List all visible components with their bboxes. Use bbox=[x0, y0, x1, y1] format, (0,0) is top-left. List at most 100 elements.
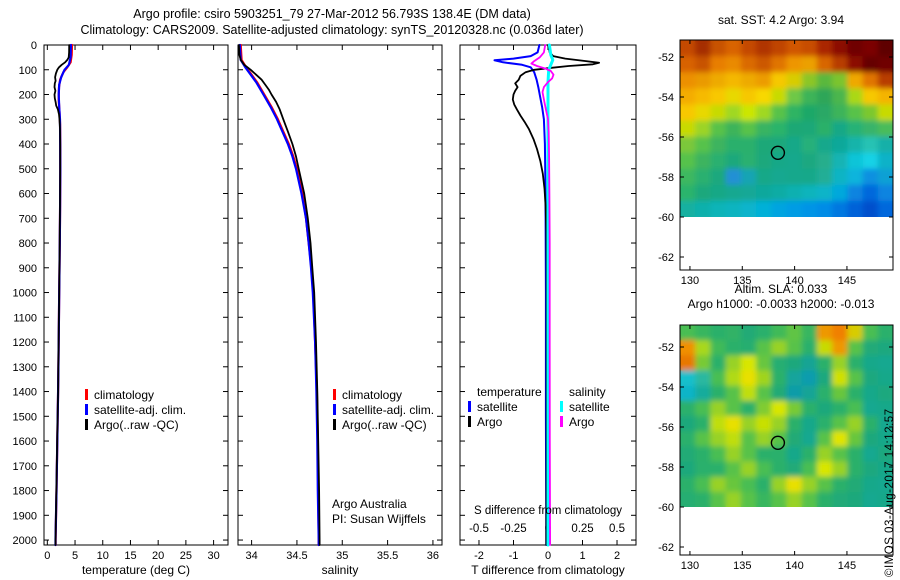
difference-plot-line-t-satellite bbox=[493, 44, 548, 546]
svg-text:140: 140 bbox=[785, 275, 803, 287]
svg-text:130: 130 bbox=[681, 560, 699, 572]
legend-label: satellite-adj. clim. bbox=[342, 403, 435, 417]
sla-map: 130 135 140 145 -52 -54 -56 -58 -60 -62 bbox=[658, 324, 894, 572]
svg-text:20: 20 bbox=[152, 550, 164, 562]
legend-swatch bbox=[560, 416, 563, 427]
svg-text:600: 600 bbox=[19, 189, 37, 201]
svg-text:1: 1 bbox=[579, 550, 585, 562]
float-position-marker bbox=[770, 145, 786, 161]
svg-text:36: 36 bbox=[427, 550, 439, 562]
svg-text:1500: 1500 bbox=[13, 411, 37, 423]
imos-watermark: ©IMOS 03-Aug-2017 14:12:57 bbox=[884, 408, 896, 577]
note-pi: PI: Susan Wijffels bbox=[332, 512, 426, 526]
svg-text:0: 0 bbox=[545, 550, 551, 562]
sla-map-title-2: Argo h1000: -0.0033 h2000: -0.013 bbox=[687, 297, 875, 311]
svg-text:1300: 1300 bbox=[13, 362, 37, 374]
legend-entry: Argo bbox=[468, 415, 542, 430]
legend-entry: satellite bbox=[468, 400, 542, 415]
difference-temperature-legend: temperature satellite Argo bbox=[468, 385, 542, 430]
svg-text:-0.25: -0.25 bbox=[500, 523, 526, 535]
svg-text:800: 800 bbox=[19, 238, 37, 250]
temperature-legend: climatology satellite-adj. clim. Argo(..ra… bbox=[85, 388, 186, 433]
svg-text:900: 900 bbox=[19, 263, 37, 275]
svg-text:500: 500 bbox=[19, 164, 37, 176]
difference-plot-line-s-satellite bbox=[546, 43, 555, 547]
legend-label: Argo bbox=[477, 415, 503, 429]
svg-text:1700: 1700 bbox=[13, 461, 37, 473]
legend-entry: satellite-adj. clim. bbox=[85, 403, 186, 418]
svg-text:1100: 1100 bbox=[13, 312, 37, 324]
legend-entry: Argo bbox=[560, 415, 610, 430]
legend-label: satellite bbox=[569, 400, 610, 414]
legend-entry: Argo(..raw -QC) bbox=[333, 418, 434, 433]
note-s-difference: S difference from climatology bbox=[473, 505, 623, 517]
salinity-plot-line-climatology bbox=[239, 43, 320, 547]
legend-swatch bbox=[333, 419, 336, 430]
svg-text:35: 35 bbox=[336, 550, 348, 562]
svg-text:1200: 1200 bbox=[13, 337, 37, 349]
svg-text:-56: -56 bbox=[658, 132, 674, 144]
legend-entry: satellite bbox=[560, 400, 610, 415]
svg-text:145: 145 bbox=[838, 275, 856, 287]
svg-text:-62: -62 bbox=[658, 252, 674, 264]
salinity-legend: climatology satellite-adj. clim. Argo(..ra… bbox=[333, 388, 434, 433]
temperature-plot-line-climatology bbox=[54, 43, 74, 547]
svg-text:-62: -62 bbox=[658, 542, 674, 554]
float-position-marker bbox=[770, 435, 786, 450]
svg-text:-54: -54 bbox=[658, 382, 674, 394]
svg-text:0.25: 0.25 bbox=[571, 523, 593, 535]
svg-text:1600: 1600 bbox=[13, 436, 37, 448]
svg-text:-54: -54 bbox=[658, 92, 674, 104]
svg-text:temperature (deg C): temperature (deg C) bbox=[82, 563, 190, 577]
note-argo-australia: Argo Australia bbox=[332, 497, 407, 511]
legend-label: satellite bbox=[477, 400, 518, 414]
svg-text:1000: 1000 bbox=[13, 288, 37, 300]
svg-text:25: 25 bbox=[180, 550, 192, 562]
svg-text:salinity: salinity bbox=[322, 563, 359, 577]
legend-entry: satellite-adj. clim. bbox=[333, 403, 434, 418]
svg-text:2000: 2000 bbox=[13, 535, 37, 547]
svg-text:15: 15 bbox=[124, 550, 136, 562]
legend-entry: climatology bbox=[85, 388, 186, 403]
legend-swatch bbox=[85, 404, 88, 415]
svg-text:0: 0 bbox=[31, 40, 37, 52]
legend-swatch bbox=[85, 389, 88, 400]
svg-text:10: 10 bbox=[97, 550, 109, 562]
temperature-plot-line-satellite-adj-clim- bbox=[54, 43, 72, 547]
legend-label: Argo(..raw -QC) bbox=[94, 418, 179, 432]
salinity-plot-line-argo-raw-qc- bbox=[238, 44, 321, 546]
sla-map-title-1: Altim. SLA: 0.033 bbox=[734, 282, 828, 296]
svg-text:400: 400 bbox=[19, 139, 37, 151]
figure-title: Argo profile: csiro 5903251_79 27-Mar-20… bbox=[133, 7, 531, 21]
svg-text:100: 100 bbox=[19, 65, 37, 77]
svg-text:0: 0 bbox=[44, 550, 50, 562]
svg-text:-2: -2 bbox=[474, 550, 484, 562]
svg-text:5: 5 bbox=[72, 550, 78, 562]
svg-text:-58: -58 bbox=[658, 462, 674, 474]
svg-text:35.5: 35.5 bbox=[377, 550, 398, 562]
svg-text:200: 200 bbox=[19, 90, 37, 102]
difference-plot: -2 -1 0 1 2T difference from climatology -0.5… bbox=[459, 43, 637, 577]
svg-text:30: 30 bbox=[207, 550, 219, 562]
svg-text:1900: 1900 bbox=[13, 510, 37, 522]
svg-text:-58: -58 bbox=[658, 172, 674, 184]
svg-text:34.5: 34.5 bbox=[286, 550, 307, 562]
difference-salinity-legend: salinity satellite Argo bbox=[560, 385, 610, 430]
figure-subtitle: Climatology: CARS2009. Satellite-adjuste… bbox=[80, 23, 584, 37]
svg-text:145: 145 bbox=[838, 560, 856, 572]
svg-text:-60: -60 bbox=[658, 212, 674, 224]
svg-text:1800: 1800 bbox=[13, 486, 37, 498]
difference-plot-line-t-argo bbox=[511, 44, 600, 546]
legend-entry: climatology bbox=[333, 388, 434, 403]
legend-label: Argo(..raw -QC) bbox=[342, 418, 427, 432]
legend-swatch bbox=[468, 416, 471, 427]
legend-label: climatology bbox=[94, 388, 155, 402]
legend-swatch bbox=[468, 401, 471, 412]
legend-entry: Argo(..raw -QC) bbox=[85, 418, 186, 433]
svg-text:135: 135 bbox=[733, 560, 751, 572]
svg-text:135: 135 bbox=[733, 275, 751, 287]
legend-swatch bbox=[85, 419, 88, 430]
legend-swatch bbox=[333, 389, 336, 400]
svg-text:130: 130 bbox=[681, 275, 699, 287]
